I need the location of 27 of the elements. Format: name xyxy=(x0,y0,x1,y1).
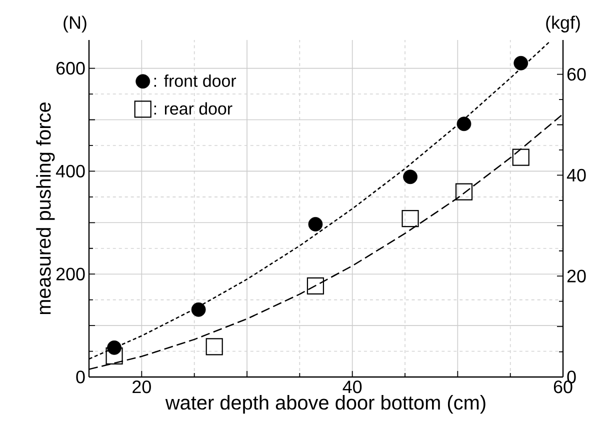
y-tick-label: 400 xyxy=(56,164,85,178)
y-tick-label: 600 xyxy=(56,62,85,75)
text: (N) xyxy=(64,16,86,32)
point xyxy=(206,338,223,356)
point xyxy=(308,216,323,232)
y2-tick-label: 20 xyxy=(567,270,586,282)
point xyxy=(107,340,122,355)
x-tick-label: 20 xyxy=(132,380,151,394)
point xyxy=(403,170,418,184)
point xyxy=(456,116,472,132)
point xyxy=(191,302,206,317)
y2-axis-title: (kgf) xyxy=(546,16,580,32)
point xyxy=(455,183,473,200)
point xyxy=(106,347,123,364)
legend-label: : front door xyxy=(154,74,236,87)
point xyxy=(402,210,419,228)
point xyxy=(512,148,530,166)
y-axis-title: measured pushing force xyxy=(36,102,55,314)
point xyxy=(306,277,324,294)
point xyxy=(514,56,528,70)
y2-tick-label: 40 xyxy=(566,168,586,182)
x-tick-label: 40 xyxy=(342,380,362,394)
y-tick-label: 200 xyxy=(56,268,85,280)
legend-label: : rear door xyxy=(154,102,232,115)
y-tick-label: 0 xyxy=(76,370,85,384)
x-axis-title: water depth above door bottom (cm) xyxy=(165,395,486,414)
y2-tick-label: 60 xyxy=(567,68,586,81)
